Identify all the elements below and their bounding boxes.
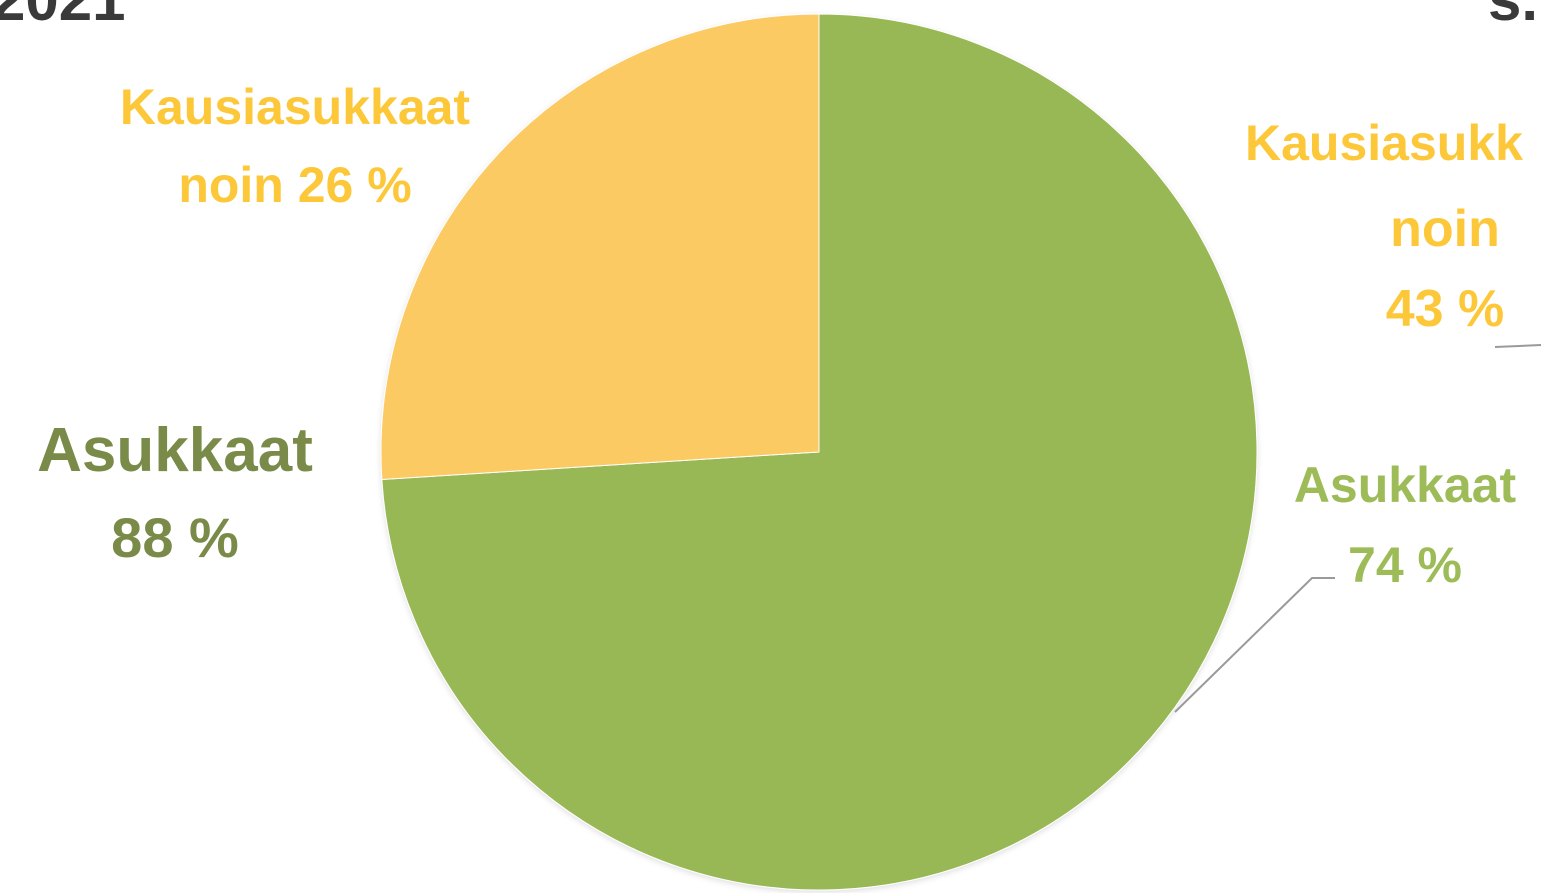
label-residents-left-line2: 88 % — [111, 506, 239, 569]
label-seasonal-left-line2: noin 26 % — [178, 157, 412, 213]
left-year-title: 2021 — [0, 0, 125, 30]
label-residents-left: Asukkaat 88 % — [20, 420, 330, 566]
pie-slice-kausiasukkaat — [380, 13, 820, 481]
label-seasonal-right-line3: 43 % — [1385, 280, 1505, 338]
label-seasonal-right-value: noin 43 % — [1345, 203, 1541, 335]
label-seasonal-left: Kausiasukkaat noin 26 % — [95, 82, 495, 210]
label-seasonal-right-line2: noin — [1390, 200, 1500, 258]
label-residents-right: Asukkaat 74 % — [1275, 460, 1535, 590]
right-title-fragment: s. — [1488, 0, 1538, 30]
label-seasonal-right: Kausiasukk — [1245, 118, 1541, 168]
label-seasonal-right-line1: Kausiasukk — [1245, 115, 1523, 171]
leader-line-seasonal — [1494, 344, 1541, 348]
label-residents-left-line1: Asukkaat — [37, 416, 313, 485]
label-residents-right-line1: Asukkaat — [1293, 457, 1517, 513]
pie-slices — [380, 13, 1258, 891]
label-seasonal-left-line1: Kausiasukkaat — [119, 79, 471, 135]
leader-line-residents — [1174, 577, 1335, 713]
label-residents-right-line2: 74 % — [1348, 537, 1462, 593]
